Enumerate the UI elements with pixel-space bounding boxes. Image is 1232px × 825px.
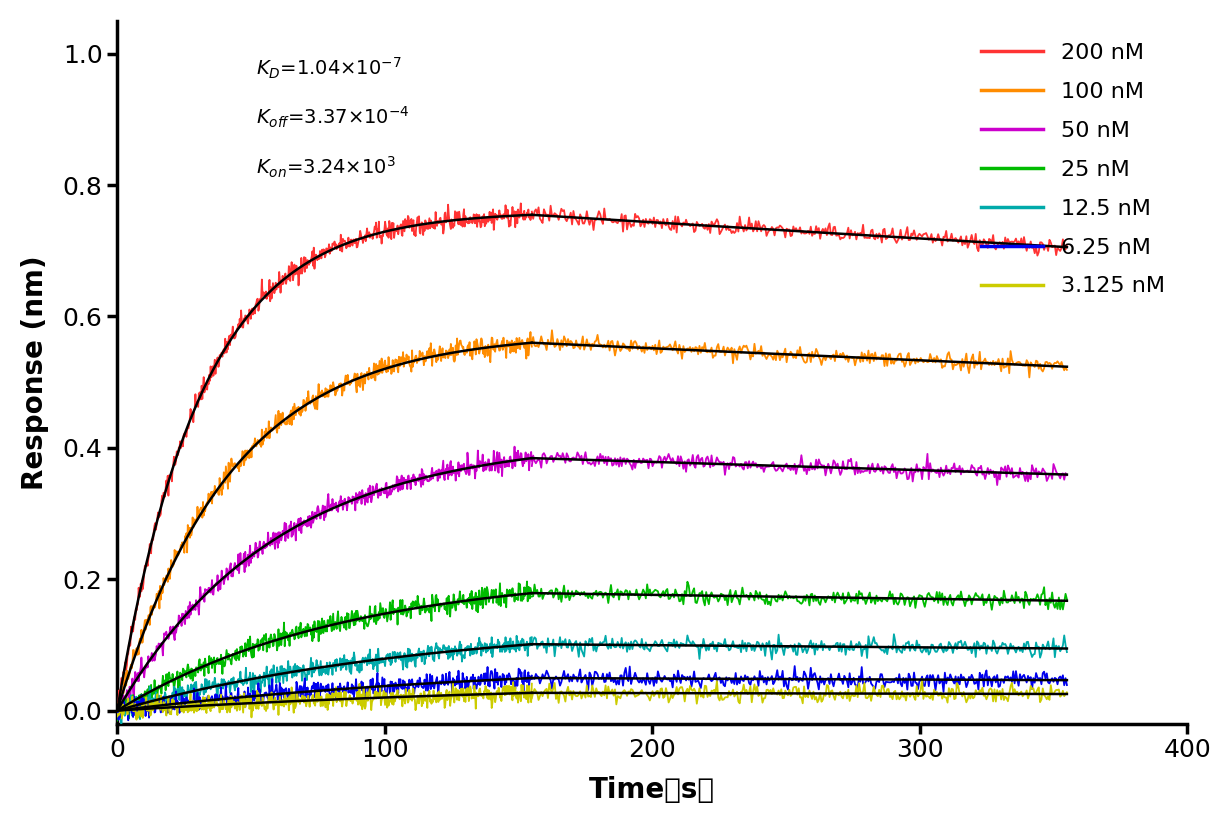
Text: $K_{off}$=3.37×10$^{-4}$: $K_{off}$=3.37×10$^{-4}$ xyxy=(256,105,410,130)
Text: $K_{on}$=3.24×10$^{3}$: $K_{on}$=3.24×10$^{3}$ xyxy=(256,154,397,180)
Text: $K_D$=1.04×10$^{-7}$: $K_D$=1.04×10$^{-7}$ xyxy=(256,56,402,81)
Legend: 200 nM, 100 nM, 50 nM, 25 nM, 12.5 nM, 6.25 nM, 3.125 nM: 200 nM, 100 nM, 50 nM, 25 nM, 12.5 nM, 6… xyxy=(970,32,1177,308)
Y-axis label: Response (nm): Response (nm) xyxy=(21,255,49,489)
X-axis label: Time（s）: Time（s） xyxy=(589,776,716,804)
